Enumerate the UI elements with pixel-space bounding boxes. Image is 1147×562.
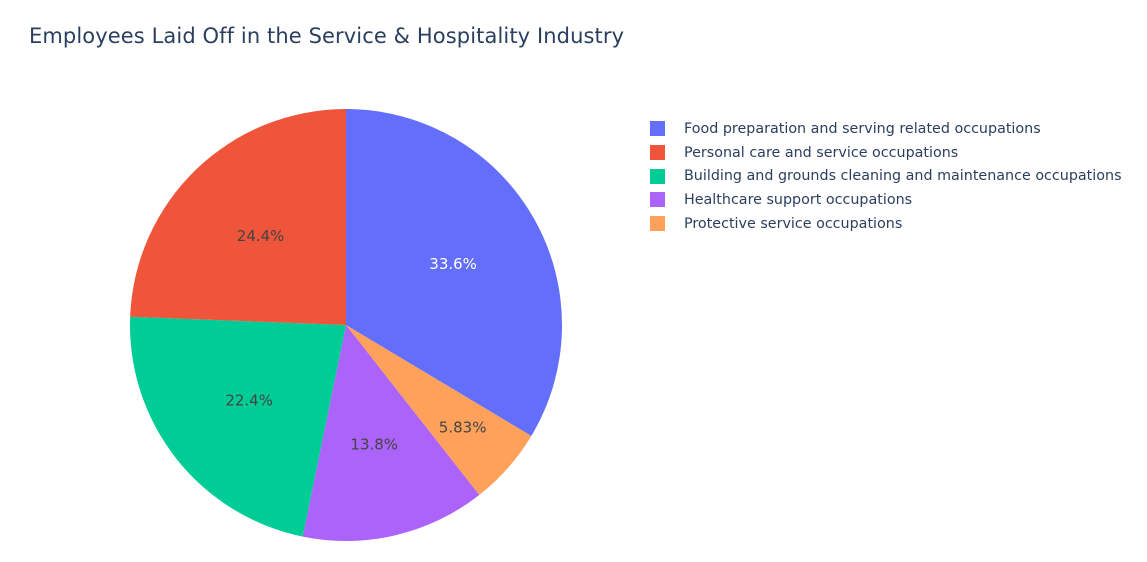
legend-item[interactable]: Building and grounds cleaning and mainte… xyxy=(650,164,1122,188)
legend: Food preparation and serving related occ… xyxy=(650,117,1122,235)
legend-item[interactable]: Protective service occupations xyxy=(650,212,1122,236)
pie-slice[interactable] xyxy=(302,325,480,542)
legend-item[interactable]: Food preparation and serving related occ… xyxy=(650,117,1122,141)
pie-chart: 33.6% 5.83% 13.8% 22.4% 24.4% xyxy=(130,109,562,542)
slice-label: 24.4% xyxy=(237,227,285,245)
legend-swatch xyxy=(650,145,665,161)
slice-label: 22.4% xyxy=(225,392,273,410)
legend-label: Building and grounds cleaning and mainte… xyxy=(684,168,1122,185)
legend-swatch xyxy=(650,216,665,232)
pie-slice[interactable] xyxy=(346,325,532,495)
legend-item[interactable]: Healthcare support occupations xyxy=(650,188,1122,212)
legend-label: Food preparation and serving related occ… xyxy=(684,120,1041,137)
legend-item[interactable]: Personal care and service occupations xyxy=(650,141,1122,165)
slice-label: 13.8% xyxy=(350,435,398,453)
slice-label: 33.6% xyxy=(429,255,477,273)
legend-label: Healthcare support occupations xyxy=(684,191,913,208)
slice-label: 5.83% xyxy=(439,418,487,436)
chart-title: Employees Laid Off in the Service & Hosp… xyxy=(29,24,625,48)
pie-slice[interactable] xyxy=(130,109,346,325)
legend-label: Protective service occupations xyxy=(684,215,903,232)
legend-swatch xyxy=(650,192,665,208)
legend-swatch xyxy=(650,168,665,184)
pie-slice[interactable] xyxy=(346,109,562,437)
legend-swatch xyxy=(650,121,665,137)
pie-slice[interactable] xyxy=(130,316,346,537)
legend-label: Personal care and service occupations xyxy=(684,144,959,161)
